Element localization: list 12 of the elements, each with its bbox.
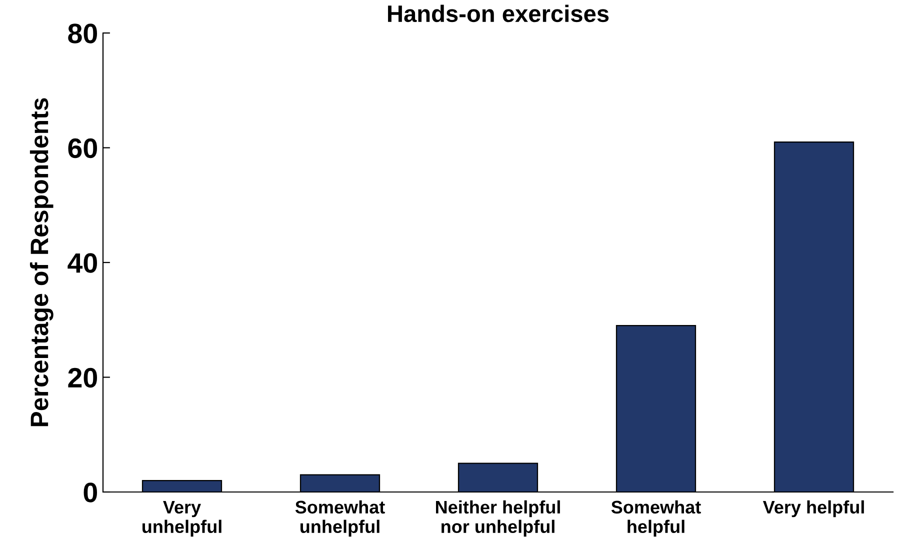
x-tick-label: Very unhelpful bbox=[142, 500, 222, 537]
y-tick-label: 80 bbox=[68, 24, 98, 44]
x-tick-label: Very helpful bbox=[762, 500, 864, 518]
y-tick-label: 60 bbox=[68, 138, 98, 158]
y-tick-label: 20 bbox=[68, 368, 98, 388]
x-tick-label: Neither helpful nor unhelpful bbox=[436, 500, 560, 537]
y-axis-title: Percentage of Respondents bbox=[30, 98, 54, 426]
y-tick-label: 40 bbox=[68, 253, 98, 273]
chart-title: Hands-on exercises bbox=[388, 4, 609, 22]
x-tick-label: Somewhat unhelpful bbox=[295, 500, 385, 537]
x-tick-label: Somewhat helpful bbox=[611, 500, 701, 537]
y-tick-label: 0 bbox=[84, 482, 97, 502]
